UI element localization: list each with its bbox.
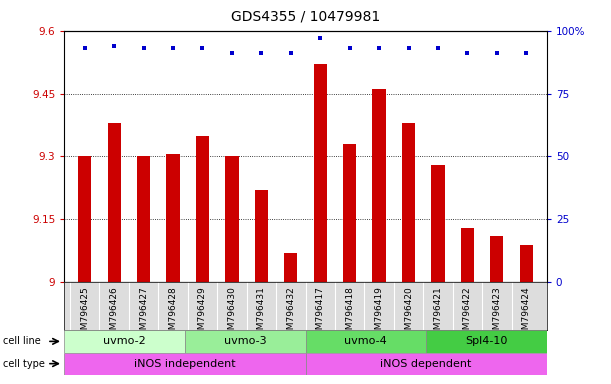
Text: GSM796422: GSM796422 [463, 286, 472, 341]
Text: cell type: cell type [3, 359, 45, 369]
Bar [137, 156, 150, 282]
Bar [373, 89, 386, 282]
Bar [306, 353, 547, 375]
Bar [185, 330, 306, 353]
Point [139, 45, 148, 51]
Bar [402, 123, 415, 282]
Bar [225, 156, 238, 282]
Text: iNOS independent: iNOS independent [134, 359, 236, 369]
Bar [343, 144, 356, 282]
Text: GSM796427: GSM796427 [139, 286, 148, 341]
Point [492, 50, 502, 56]
Bar [461, 228, 474, 282]
Text: uvmo-3: uvmo-3 [224, 336, 266, 346]
Text: cell line: cell line [3, 336, 41, 346]
Text: GSM796418: GSM796418 [345, 286, 354, 341]
Point [197, 45, 207, 51]
Bar [166, 154, 180, 282]
Point [315, 35, 325, 41]
Bar [431, 165, 445, 282]
Point [521, 50, 531, 56]
Text: GDS4355 / 10479981: GDS4355 / 10479981 [231, 10, 380, 23]
Point [109, 43, 119, 49]
Point [227, 50, 237, 56]
Point [286, 50, 296, 56]
Text: GSM796417: GSM796417 [316, 286, 324, 341]
Text: uvmo-2: uvmo-2 [103, 336, 146, 346]
Bar [196, 136, 209, 282]
Text: GSM796432: GSM796432 [287, 286, 295, 341]
Point [374, 45, 384, 51]
Text: GSM796420: GSM796420 [404, 286, 413, 341]
Bar [64, 353, 306, 375]
Text: GSM796421: GSM796421 [433, 286, 442, 341]
Text: GSM796423: GSM796423 [492, 286, 501, 341]
Text: GSM796431: GSM796431 [257, 286, 266, 341]
Point [168, 45, 178, 51]
Bar [313, 64, 327, 282]
Bar [519, 245, 533, 282]
Text: GSM796426: GSM796426 [110, 286, 119, 341]
Point [80, 45, 90, 51]
Bar [64, 330, 185, 353]
Text: GSM796419: GSM796419 [375, 286, 384, 341]
Point [345, 45, 354, 51]
Bar [108, 123, 121, 282]
Text: GSM796424: GSM796424 [522, 286, 531, 341]
Text: Spl4-10: Spl4-10 [466, 336, 508, 346]
Text: uvmo-4: uvmo-4 [345, 336, 387, 346]
Text: GSM796430: GSM796430 [227, 286, 236, 341]
Bar [426, 330, 547, 353]
Point [404, 45, 414, 51]
Text: GSM796429: GSM796429 [198, 286, 207, 341]
Bar [490, 236, 503, 282]
Bar [284, 253, 298, 282]
Point [433, 45, 443, 51]
Text: GSM796425: GSM796425 [80, 286, 89, 341]
Bar [255, 190, 268, 282]
Bar [306, 330, 426, 353]
Text: GSM796428: GSM796428 [169, 286, 178, 341]
Text: iNOS dependent: iNOS dependent [381, 359, 472, 369]
Bar [78, 156, 92, 282]
Point [257, 50, 266, 56]
Point [463, 50, 472, 56]
